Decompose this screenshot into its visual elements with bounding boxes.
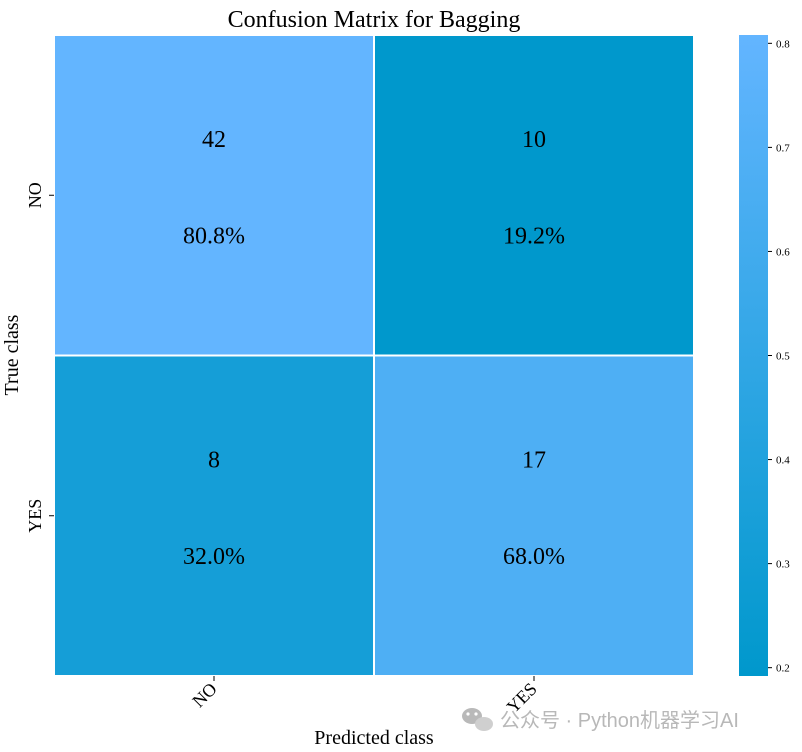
x-axis-label: Predicted class bbox=[314, 727, 434, 749]
chart-title: Confusion Matrix for Bagging bbox=[228, 7, 521, 33]
x-axis: NO YES bbox=[188, 676, 541, 717]
heatmap-cell bbox=[53, 354, 375, 677]
y-tick-label: YES bbox=[25, 499, 45, 533]
heatmap-cell bbox=[373, 354, 695, 677]
cell-count-label: 10 bbox=[522, 127, 546, 153]
colorbar-tick-label: 0.4 bbox=[776, 455, 790, 467]
colorbar-ticks: 0.2 0.3 0.4 0.5 0.6 0.7 0.8 bbox=[768, 38, 790, 675]
colorbar-tick-label: 0.5 bbox=[776, 351, 790, 363]
x-tick-label: NO bbox=[188, 679, 221, 712]
cell-count-label: 8 bbox=[208, 448, 220, 474]
y-tick-label: NO bbox=[25, 182, 45, 208]
colorbar bbox=[739, 35, 768, 676]
cell-count-label: 42 bbox=[202, 127, 226, 153]
heatmap-cell bbox=[373, 34, 695, 357]
y-axis-label: True class bbox=[1, 314, 23, 395]
cell-percent-label: 19.2% bbox=[503, 223, 565, 249]
colorbar-tick-label: 0.8 bbox=[776, 38, 790, 50]
y-axis: NO YES bbox=[25, 182, 54, 533]
heatmap-cell bbox=[53, 34, 375, 357]
cell-percent-label: 32.0% bbox=[183, 544, 245, 570]
heatmap-cells bbox=[53, 34, 695, 677]
cell-percent-label: 68.0% bbox=[503, 544, 565, 570]
heatmap-cell-labels: 42 80.8% 10 19.2% 8 32.0% 17 68.0% bbox=[183, 127, 565, 570]
colorbar-tick-label: 0.3 bbox=[776, 559, 790, 571]
watermark-text: 公众号 · Python机器学习AI bbox=[500, 709, 739, 732]
watermark: 公众号 · Python机器学习AI bbox=[462, 708, 739, 732]
wechat-icon bbox=[462, 708, 493, 731]
cell-percent-label: 80.8% bbox=[183, 223, 245, 249]
colorbar-tick-label: 0.7 bbox=[776, 142, 790, 154]
colorbar-tick-label: 0.2 bbox=[776, 663, 790, 675]
colorbar-tick-label: 0.6 bbox=[776, 246, 790, 258]
cell-count-label: 17 bbox=[522, 448, 546, 474]
